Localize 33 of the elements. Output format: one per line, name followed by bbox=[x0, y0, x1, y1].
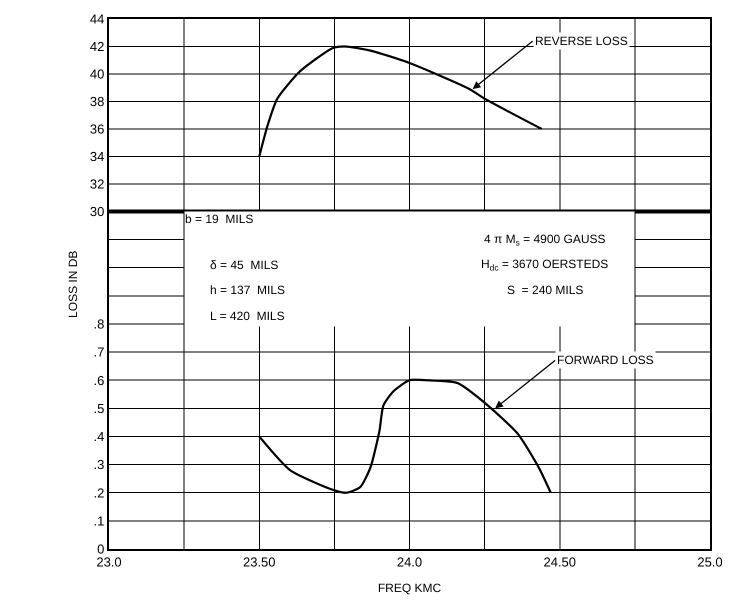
y-axis-title: LOSS IN DB bbox=[66, 250, 80, 318]
y-tick-label: .3 bbox=[94, 457, 104, 472]
x-tick-label: 24.50 bbox=[543, 554, 576, 570]
y-tick-label: 0 bbox=[97, 542, 104, 557]
annotation: b = 19 MILS bbox=[185, 212, 254, 226]
y-tick-label: .7 bbox=[94, 344, 104, 360]
y-tick-label: 34 bbox=[90, 149, 104, 164]
annotation: REVERSE LOSS bbox=[535, 34, 628, 48]
annotation: δ = 45 MILS bbox=[210, 258, 278, 272]
y-tick-label: 30 bbox=[90, 204, 104, 220]
y-tick-label: .2 bbox=[94, 485, 104, 500]
y-tick-label: 40 bbox=[90, 66, 104, 82]
y-tick-label: .5 bbox=[94, 400, 104, 416]
y-tick-label: 32 bbox=[90, 176, 104, 192]
y-tick-label: 38 bbox=[90, 94, 104, 110]
annotation: h = 137 MILS bbox=[210, 283, 286, 297]
y-tick-label: .6 bbox=[94, 372, 104, 388]
y-tick-label: 44 bbox=[90, 12, 104, 27]
y-tick-label: 42 bbox=[90, 39, 104, 54]
annotation: L = 420 MILS bbox=[210, 309, 285, 323]
x-tick-label: 25.0 bbox=[697, 554, 723, 570]
y-tick-label: .8 bbox=[94, 316, 104, 332]
y-tick-label: .1 bbox=[94, 513, 104, 528]
annotation: 4 π M$_{s}$ = 4900 GAUSS bbox=[484, 232, 606, 248]
x-axis-title: FREQ KMC bbox=[378, 581, 442, 595]
annotation: FORWARD LOSS bbox=[557, 353, 654, 367]
y-tick-label: 36 bbox=[90, 122, 104, 137]
x-tick-label: 23.0 bbox=[96, 554, 122, 570]
y-tick-label: .4 bbox=[94, 429, 104, 444]
x-tick-label: 23.50 bbox=[242, 554, 276, 570]
annotation: H$_{dc}$ = 3670 OERSTEDS bbox=[481, 257, 608, 273]
x-tick-label: 24.0 bbox=[396, 554, 422, 570]
annotation: S = 240 MILS bbox=[507, 283, 584, 297]
